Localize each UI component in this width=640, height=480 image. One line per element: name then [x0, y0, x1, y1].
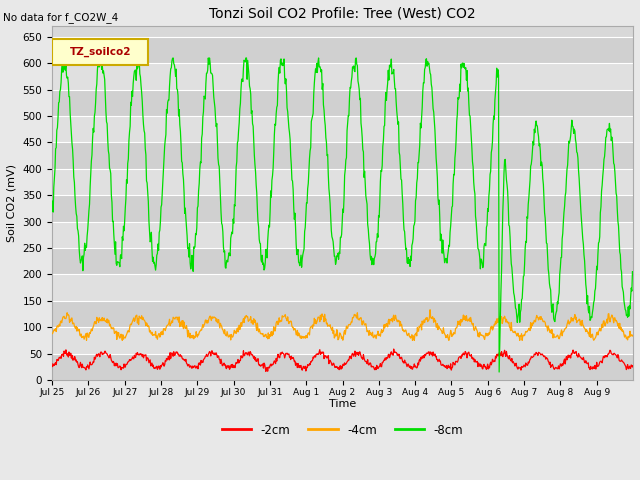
Line: -8cm: -8cm	[52, 58, 633, 372]
Bar	[52, 275, 633, 301]
Y-axis label: Soil CO2 (mV): Soil CO2 (mV)	[7, 164, 17, 242]
Bar	[52, 327, 633, 354]
-4cm	[48, 331, 56, 336]
-8cm	[602, 145, 609, 151]
-2cm	[48, 361, 56, 367]
-4cm	[611, 315, 618, 321]
-4cm	[391, 315, 399, 321]
-2cm	[602, 353, 609, 359]
X-axis label: Time: Time	[329, 399, 356, 409]
Bar	[52, 301, 633, 327]
-8cm	[391, 86, 399, 92]
FancyBboxPatch shape	[52, 39, 148, 65]
-2cm	[629, 364, 637, 370]
-4cm	[76, 332, 84, 338]
-2cm	[390, 346, 397, 352]
-2cm	[611, 350, 618, 356]
Title: Tonzi Soil CO2 Profile: Tree (West) CO2: Tonzi Soil CO2 Profile: Tree (West) CO2	[209, 7, 476, 21]
-8cm	[48, 208, 56, 214]
-2cm	[262, 369, 269, 374]
Bar	[52, 143, 633, 169]
-4cm	[118, 337, 126, 343]
Bar	[52, 195, 633, 222]
-4cm	[629, 334, 637, 339]
-4cm	[426, 307, 434, 312]
-2cm	[392, 349, 399, 355]
-8cm	[60, 55, 68, 61]
Text: TZ_soilco2: TZ_soilco2	[70, 47, 131, 57]
-8cm	[495, 369, 503, 375]
Bar	[52, 116, 633, 143]
Legend: -2cm, -4cm, -8cm: -2cm, -4cm, -8cm	[217, 419, 468, 441]
-4cm	[602, 323, 609, 329]
Bar	[52, 37, 633, 63]
-8cm	[290, 204, 298, 210]
-2cm	[156, 366, 164, 372]
-8cm	[611, 162, 618, 168]
Bar	[52, 222, 633, 248]
Bar	[52, 354, 633, 380]
-4cm	[290, 327, 298, 333]
-8cm	[157, 218, 164, 224]
-2cm	[76, 362, 84, 368]
Line: -4cm: -4cm	[52, 310, 633, 340]
-8cm	[629, 272, 637, 277]
Text: No data for f_CO2W_4: No data for f_CO2W_4	[3, 12, 118, 23]
Line: -2cm: -2cm	[52, 349, 633, 372]
-2cm	[290, 356, 298, 362]
Bar	[52, 248, 633, 275]
Bar	[52, 169, 633, 195]
Bar	[52, 90, 633, 116]
Bar	[52, 63, 633, 90]
-4cm	[157, 333, 164, 339]
-8cm	[77, 260, 84, 266]
